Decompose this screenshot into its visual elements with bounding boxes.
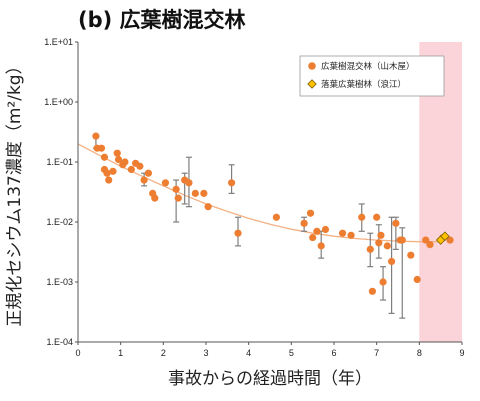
y-tick-label: 1.E-01	[46, 157, 73, 167]
data-point	[379, 278, 387, 286]
x-tick-label: 9	[459, 348, 464, 358]
x-tick-label: 2	[161, 348, 166, 358]
data-point-diamond	[440, 231, 450, 241]
data-point	[413, 275, 421, 284]
x-tick-label: 8	[417, 348, 422, 358]
data-point	[272, 213, 280, 221]
trendline	[77, 143, 441, 243]
data-point	[105, 176, 113, 184]
chart-title: (b) 広葉樹混交林	[78, 8, 246, 32]
data-point	[97, 144, 106, 152]
data-point	[321, 225, 330, 234]
data-point	[313, 227, 321, 235]
data-point	[185, 179, 193, 187]
x-tick-label: 4	[246, 348, 251, 358]
data-point	[121, 158, 129, 166]
data-point	[109, 167, 117, 175]
data-point	[191, 189, 199, 197]
data-point	[426, 241, 434, 249]
data-point	[200, 189, 208, 197]
data-point	[377, 231, 385, 239]
x-axis-title: 事故からの経過時間（年）	[168, 369, 372, 389]
data-point	[347, 231, 355, 239]
data-point	[366, 245, 374, 253]
data-point	[338, 229, 347, 237]
data-point	[151, 194, 159, 202]
data-point	[114, 155, 123, 164]
data-point	[446, 236, 454, 244]
data-point	[204, 203, 212, 211]
data-point	[234, 229, 242, 237]
data-point	[140, 176, 148, 184]
y-tick-label: 1.E+01	[44, 37, 73, 47]
data-point	[172, 185, 180, 193]
x-tick-label: 7	[374, 348, 379, 358]
data-point	[136, 162, 144, 170]
data-point	[368, 287, 376, 295]
data-point	[228, 179, 236, 187]
y-axis-title: 正規化セシウム137濃度（m²/kg）	[5, 57, 25, 326]
legend-marker-circle	[308, 62, 316, 70]
y-tick-label: 1.E+00	[44, 97, 73, 107]
x-tick-label: 3	[203, 348, 208, 358]
data-point	[373, 213, 381, 221]
data-point	[375, 239, 383, 247]
data-point	[174, 194, 182, 202]
x-tick-label: 1	[118, 348, 123, 358]
data-point	[306, 209, 315, 217]
data-point	[317, 242, 325, 250]
data-point	[100, 153, 109, 161]
data-point	[161, 179, 170, 187]
legend-marker-diamond	[307, 79, 317, 89]
data-point	[300, 219, 308, 227]
data-point	[407, 251, 415, 259]
x-tick-label: 0	[75, 348, 80, 358]
data-point	[113, 149, 121, 157]
data-point	[103, 169, 111, 177]
y-tick-label: 1.E-03	[46, 277, 73, 287]
legend-label: 落葉広葉樹林（浪江）	[321, 79, 406, 90]
y-tick-label: 1.E-04	[46, 337, 73, 347]
legend-label: 広葉樹混交林（山木屋）	[321, 61, 415, 72]
data-point	[398, 236, 406, 244]
x-tick-label: 6	[331, 348, 336, 358]
error-bar	[388, 216, 395, 314]
data-point	[309, 233, 317, 242]
y-tick-label: 1.E-02	[46, 217, 73, 227]
x-tick-label: 5	[289, 348, 294, 358]
error-bar	[228, 164, 235, 194]
legend: 広葉樹混交林（山木屋） 落葉広葉樹林（浪江）	[299, 55, 445, 97]
data-point	[144, 169, 152, 177]
data-point	[383, 242, 391, 250]
data-point	[392, 219, 400, 227]
data-point	[358, 213, 366, 221]
data-point	[388, 257, 396, 266]
data-point	[422, 236, 430, 244]
legend-box	[299, 55, 445, 97]
data-point	[92, 132, 100, 140]
data-point	[127, 165, 135, 174]
